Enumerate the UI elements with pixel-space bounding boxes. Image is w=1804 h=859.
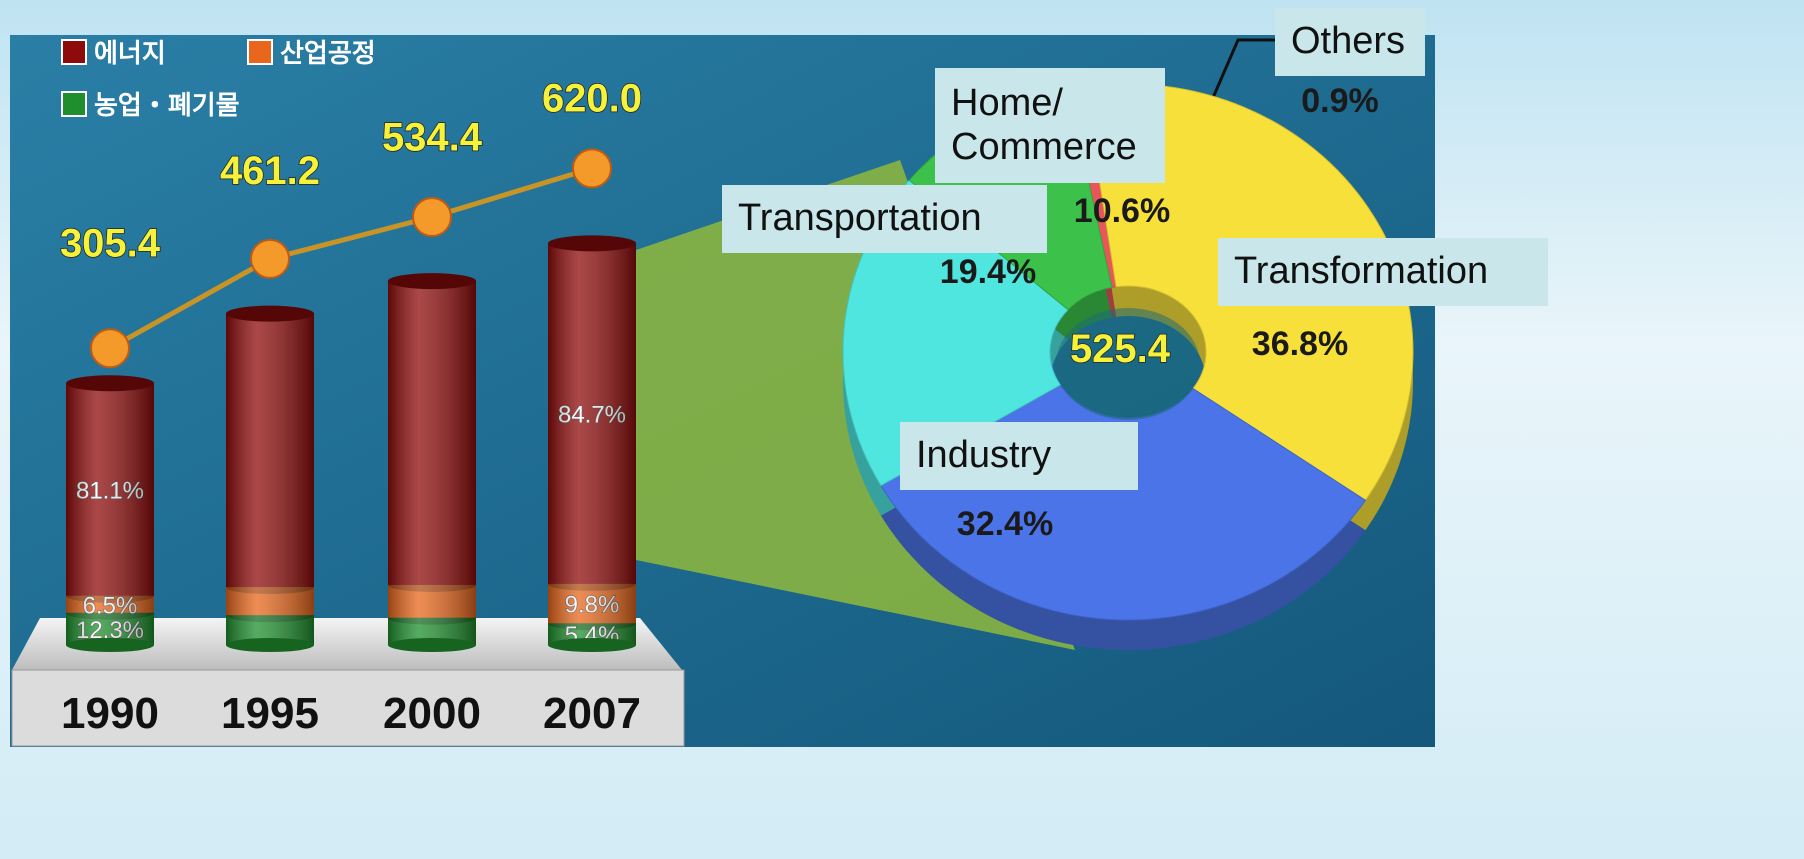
- legend-label: 에너지: [94, 38, 166, 68]
- hole-depth: [1056, 308, 1200, 420]
- total-label: 461.2: [220, 149, 320, 193]
- category-label: Others: [1275, 8, 1425, 76]
- total-point: [250, 238, 290, 279]
- category-label: Transportation: [722, 185, 1047, 253]
- slice-label: 32.4%: [957, 505, 1053, 543]
- x-tick-label: 2007: [543, 689, 641, 738]
- bar-shading: [66, 383, 154, 645]
- slice-label: 36.8%: [1252, 325, 1348, 363]
- bar-bottom: [66, 638, 154, 652]
- x-tick-label: 2000: [383, 689, 481, 738]
- legend-swatch: [61, 91, 87, 117]
- year-panel: [11, 669, 685, 747]
- total-label: 534.4: [382, 115, 483, 159]
- leader-line: [1210, 38, 1275, 101]
- slice-label: 19.4%: [940, 253, 1036, 291]
- platform: [12, 618, 682, 670]
- legend-swatch: [247, 39, 273, 65]
- slice-label: 10.6%: [1074, 192, 1170, 230]
- x-tick-label: 1990: [61, 689, 159, 738]
- bar-shading: [226, 313, 314, 645]
- bar-top: [388, 273, 476, 290]
- legend-swatch: [61, 39, 87, 65]
- category-label: Industry: [900, 422, 1138, 490]
- x-tick-label: 1995: [221, 689, 319, 738]
- legend-label: 산업공정: [280, 38, 376, 68]
- bar-bottom: [548, 638, 636, 652]
- bar-shading: [388, 281, 476, 645]
- total-point: [90, 328, 130, 369]
- total-line: [108, 166, 593, 351]
- bar-top: [226, 305, 314, 322]
- bar-top: [66, 375, 154, 392]
- bar-shading: [548, 243, 636, 646]
- total-label: 305.4: [60, 221, 161, 265]
- category-label: Home/ Commerce: [935, 68, 1165, 183]
- legend-label: 농업・폐기물: [94, 90, 240, 120]
- total-label: 620.0: [542, 76, 642, 120]
- category-label: Transformation: [1218, 238, 1548, 306]
- slice-label: 0.9%: [1301, 82, 1379, 120]
- bar-bottom: [388, 638, 476, 652]
- bar-top: [548, 235, 636, 252]
- pie-total: 525.4: [1070, 327, 1171, 371]
- total-point: [572, 148, 612, 189]
- total-point: [412, 196, 452, 237]
- bar-bottom: [226, 638, 314, 652]
